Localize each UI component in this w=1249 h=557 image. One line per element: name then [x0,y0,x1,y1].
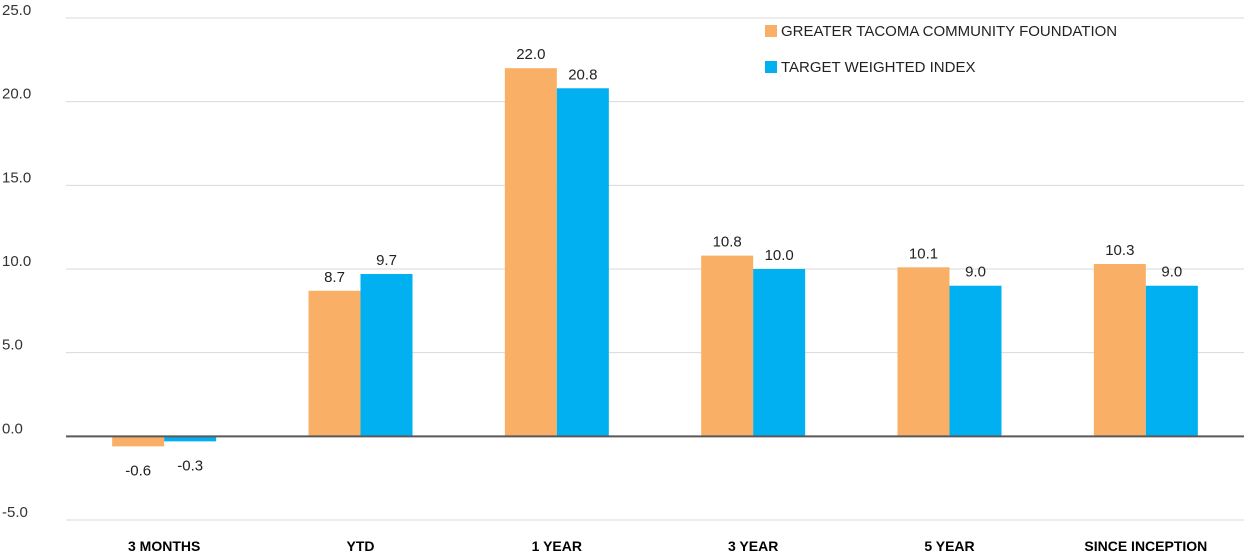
bar-series-2 [164,436,217,442]
bar-series-2 [949,285,1002,437]
x-category-label: 3 YEAR [728,538,778,554]
data-label: -0.6 [125,462,151,479]
data-label: 20.8 [568,66,597,83]
data-label: 9.7 [376,252,397,269]
x-category-label: YTD [347,538,375,554]
y-tick-label: 15.0 [2,169,31,186]
bar-series-2 [753,269,806,437]
x-category-label: SINCE INCEPTION [1084,538,1207,554]
bar-series-1 [701,255,754,437]
y-tick-label: 10.0 [2,253,31,270]
legend-swatch [765,25,777,37]
data-label: 10.8 [713,234,742,251]
x-axis: 3 MONTHS YTD 1 YEAR 3 YEAR 5 YEAR SINCE INCEP… [128,538,1207,554]
bar-series-2 [556,88,609,437]
data-label: -0.3 [177,457,203,474]
legend-label: GREATER TACOMA COMMUNITY FOUNDATION [781,23,1117,40]
data-label: 8.7 [324,269,345,286]
legend: GREATER TACOMA COMMUNITY FOUNDATION TARGE… [765,23,1117,76]
y-tick-label: 25.0 [2,2,31,19]
bar-series-1 [112,436,165,447]
data-label: 10.0 [765,247,794,264]
bar-series-1 [1093,263,1146,437]
legend-label: TARGET WEIGHTED INDEX [781,59,975,76]
bar-series-2 [360,274,413,437]
bar-series-1 [504,68,557,437]
gridlines [66,17,1244,521]
data-label: 10.3 [1105,242,1134,259]
x-category-label: 1 YEAR [532,538,582,554]
x-category-label: 3 MONTHS [128,538,200,554]
bar-series-2 [1145,285,1198,437]
data-label: 10.1 [909,245,938,262]
bars [112,68,1198,447]
bar-series-1 [308,290,361,437]
x-category-label: 5 YEAR [924,538,974,554]
y-tick-label: 0.0 [2,420,23,437]
y-tick-label: -5.0 [2,504,28,521]
data-label: 9.0 [1161,264,1182,281]
y-tick-label: 5.0 [2,337,23,354]
bar-series-1 [897,267,950,437]
legend-swatch [765,61,777,73]
y-tick-label: 20.0 [2,86,31,103]
data-labels: -0.6 -0.3 8.7 9.7 22.0 20.8 10.8 10.0 10.1 9.0 10.… [125,46,1182,479]
data-label: 22.0 [516,46,545,63]
y-axis: 25.0 20.0 15.0 10.0 5.0 0.0 -5.0 [2,2,31,521]
data-label: 9.0 [965,264,986,281]
